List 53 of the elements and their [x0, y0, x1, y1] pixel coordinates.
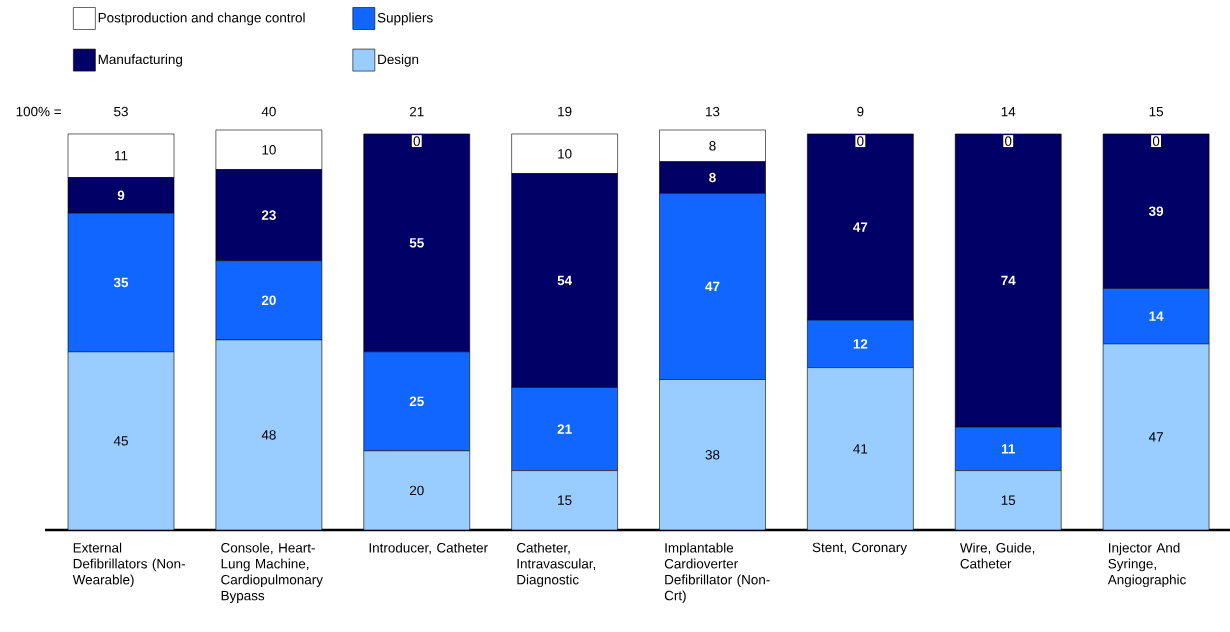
data-label: 21: [557, 424, 572, 434]
data-label: 12: [853, 339, 868, 349]
data-label: 38: [705, 449, 720, 460]
data-label: 55: [409, 238, 424, 248]
data-label: 15: [558, 495, 572, 505]
data-label: 39: [1148, 206, 1164, 216]
data-label: 25: [409, 396, 424, 407]
data-label: 15: [1001, 495, 1016, 505]
text: 40: [261, 106, 276, 117]
data-label: 0: [413, 136, 420, 146]
data-label: 54: [557, 275, 573, 286]
text: 100% =: [16, 106, 61, 117]
text: 53: [114, 106, 128, 117]
data-label: 9: [117, 190, 125, 201]
data-label: 74: [1001, 275, 1016, 286]
x-tick-label: Wire, Guide, Catheter: [959, 542, 1035, 569]
data-label: 0: [857, 136, 864, 146]
legend-label: Suppliers: [377, 12, 433, 26]
data-label: 48: [261, 430, 276, 440]
x-tick-label: Catheter, Intravascular, Diagnostic: [516, 542, 596, 588]
x-tick-label: Introducer, Catheter: [369, 542, 488, 555]
text: 19: [558, 106, 572, 117]
data-label: 47: [853, 222, 868, 232]
x-tick-label: Implantable Cardioverter Defibrillator (Non-Crt): [664, 542, 770, 604]
legend-label: Manufacturing: [98, 54, 183, 67]
x-tick-label: Injector And Syringe, Angiographic: [1107, 542, 1186, 588]
data-label: 10: [558, 149, 572, 159]
legend-label: Postproduction and change control: [98, 12, 305, 26]
data-label: 45: [113, 436, 128, 446]
data-label: 8: [709, 172, 716, 183]
x-tick-label: Stent, Coronary: [812, 542, 907, 555]
text: 13: [706, 106, 720, 117]
text: 9: [857, 106, 864, 117]
legend-label: Design: [378, 54, 419, 67]
data-label: 14: [1149, 311, 1164, 321]
data-label: 10: [262, 145, 276, 155]
data-label: 0: [1152, 136, 1160, 146]
data-label: 8: [709, 141, 716, 151]
data-label: 23: [261, 210, 276, 220]
data-label: 35: [113, 277, 129, 288]
text: 21: [409, 106, 424, 117]
data-label: 47: [1148, 432, 1163, 442]
data-label: 0: [1005, 136, 1012, 146]
text: 14: [1001, 107, 1016, 117]
x-tick-label: External Defibrillators (Non-Wearable): [72, 542, 185, 588]
data-label: 11: [1001, 444, 1015, 454]
data-label: 20: [261, 295, 276, 306]
data-label: 11: [115, 151, 128, 161]
data-label: 41: [853, 444, 868, 454]
data-label: 47: [705, 281, 720, 292]
data-label: 20: [409, 485, 424, 496]
text: 15: [1149, 106, 1164, 117]
x-tick-label: Console, Heart-Lung Machine, Cardiopulmonary Bypass: [221, 542, 323, 604]
